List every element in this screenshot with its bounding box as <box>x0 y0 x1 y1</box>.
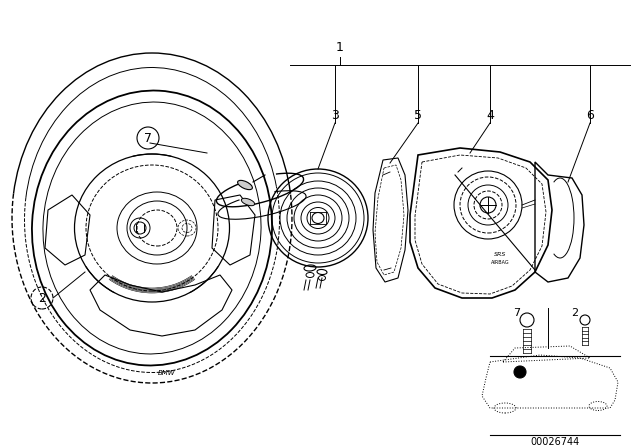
Text: 5: 5 <box>414 108 422 121</box>
Text: BMW: BMW <box>158 370 176 376</box>
Text: 3: 3 <box>331 108 339 121</box>
Ellipse shape <box>237 181 252 190</box>
Text: 7: 7 <box>513 308 520 318</box>
Text: 2: 2 <box>38 292 46 305</box>
Text: 7: 7 <box>144 132 152 145</box>
Text: 4: 4 <box>486 108 494 121</box>
Text: AIRBAG: AIRBAG <box>491 260 509 266</box>
Text: 6: 6 <box>586 108 594 121</box>
Text: 00026744: 00026744 <box>531 437 580 447</box>
Text: 2: 2 <box>572 308 579 318</box>
Text: SRS: SRS <box>494 253 506 258</box>
Circle shape <box>514 366 526 378</box>
Ellipse shape <box>241 198 255 206</box>
Text: 1: 1 <box>336 40 344 53</box>
